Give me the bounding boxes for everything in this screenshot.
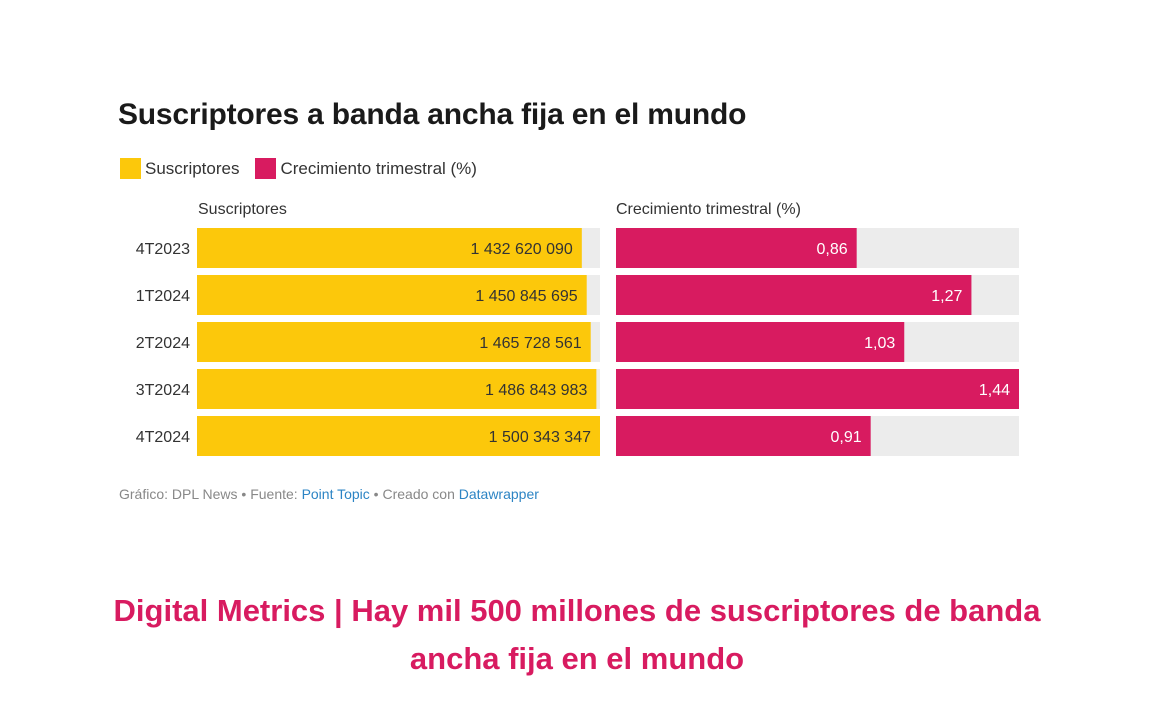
legend-swatch-crecimiento [255,158,277,179]
headline-line-2: ancha fija en el mundo [409,641,745,676]
chart-plot: 4T2023 1 432 620 090 0,86 1T2024 1 450 845 6… [136,228,1019,456]
bar-suscriptores [197,416,600,456]
data-label-crecimiento: 1,44 [979,382,1010,399]
column-header-suscriptores: Suscriptores [198,201,287,218]
data-label-suscriptores: 1 465 728 561 [479,335,581,352]
data-label-crecimiento: 0,86 [817,241,848,258]
bar-suscriptores [197,369,597,409]
data-label-suscriptores: 1 432 620 090 [470,241,572,258]
bar-suscriptores [197,322,591,362]
footer-middle: • Creado con [369,486,459,502]
data-label-suscriptores: 1 500 343 347 [489,429,591,446]
chart-footer: Gráfico: DPL News • Fuente: Point Topic … [119,486,539,502]
chart-title: Suscriptores a banda ancha fija en el mu… [118,98,747,131]
column-header-crecimiento: Crecimiento trimestral (%) [616,201,801,218]
data-label-crecimiento: 1,03 [864,335,895,352]
data-label-crecimiento: 0,91 [831,429,862,446]
legend-label-suscriptores: Suscriptores [145,158,240,178]
bar-crecimiento [616,275,972,315]
bar-suscriptores [197,275,587,315]
category-label: 1T2024 [136,288,190,305]
legend-label-crecimiento: Crecimiento trimestral (%) [280,158,477,178]
bar-crecimiento [616,416,871,456]
headline-line-1: Digital Metrics | Hay mil 500 millones d… [113,593,1041,628]
legend-swatch-suscriptores [120,158,141,179]
bar-suscriptores [197,228,582,268]
category-label: 3T2024 [136,382,190,399]
category-label: 4T2024 [136,429,190,446]
article-headline[interactable]: Digital Metrics | Hay mil 500 millones d… [0,587,1154,683]
source-link[interactable]: Point Topic [301,486,370,502]
footer-prefix: Gráfico: DPL News • Fuente: [119,486,302,502]
data-label-crecimiento: 1,27 [931,288,962,305]
category-label: 2T2024 [136,335,190,352]
category-label: 4T2023 [136,241,190,258]
bar-crecimiento [616,369,1019,409]
legend-item-crecimiento: Crecimiento trimestral (%) [255,158,477,179]
data-label-suscriptores: 1 486 843 983 [485,382,587,399]
legend-item-suscriptores: Suscriptores [120,158,239,179]
data-label-suscriptores: 1 450 845 695 [475,288,577,305]
bar-crecimiento [616,322,905,362]
bar-crecimiento [616,228,857,268]
legend: Suscriptores Crecimiento trimestral (%) [120,158,493,179]
datawrapper-link[interactable]: Datawrapper [458,486,539,502]
